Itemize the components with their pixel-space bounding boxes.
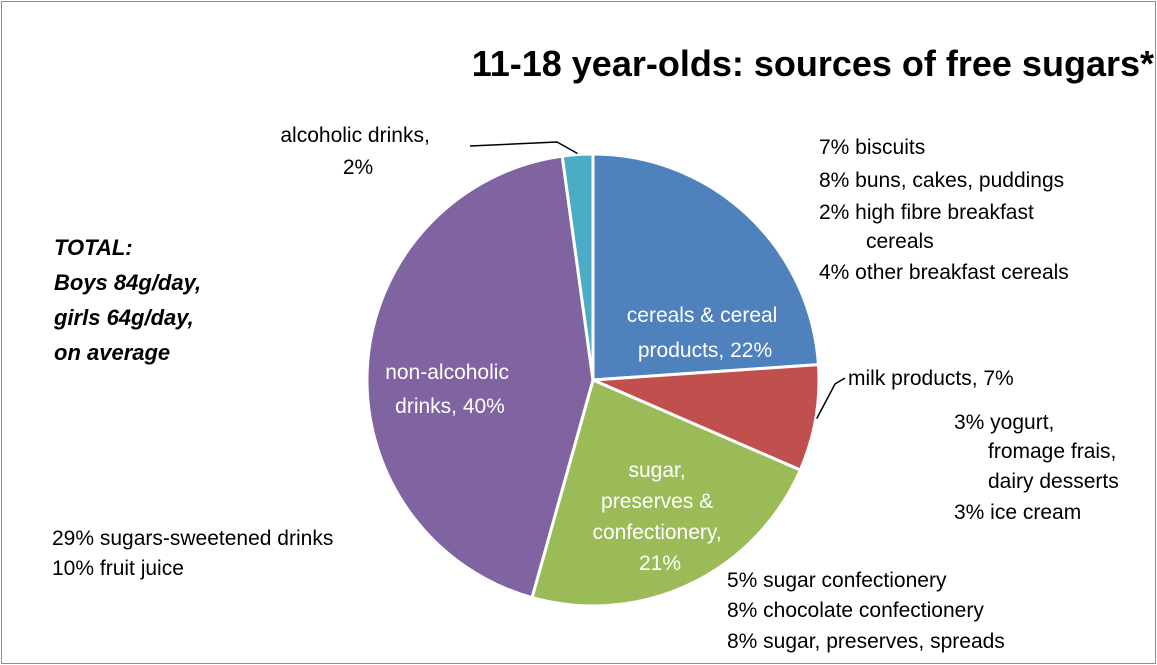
slice-label-cereals: cereals & cereal products, 22%: [627, 304, 783, 362]
slice-label-sugar-preserves: sugar, preserves & confectionery, 21%: [592, 459, 727, 575]
pie-slice-non-alcoholic-drinks: [365, 154, 595, 600]
pie-slice-milk-products: [592, 362, 821, 473]
breakdown-sugar-preserves: 5% sugar confectionery 8% chocolate conf…: [727, 569, 1005, 653]
breakdown-milk: 3% yogurt, fromage frais, dairy desserts…: [954, 411, 1125, 524]
leader-line-alcoholic: [469, 141, 578, 155]
leader-line-milk: [816, 377, 846, 419]
leader-lines: [469, 141, 846, 419]
breakdown-non-alcoholic: 29% sugars-sweetened drinks 10% fruit ju…: [52, 527, 339, 580]
pie-slice-alcoholic-drinks: [560, 152, 595, 381]
pie-slice-sugar-preserves-confectionery: [530, 377, 803, 608]
chart-title: 11-18 year-olds: sources of free sugars*: [472, 43, 1154, 84]
breakdown-cereals: 7% biscuits 8% buns, cakes, puddings 2% …: [819, 136, 1070, 284]
pie-slice-cereals-cereal-products: [591, 152, 821, 382]
pie-slices: [365, 152, 821, 608]
slice-label-alcoholic: alcoholic drinks, 2%: [280, 124, 435, 179]
slice-label-non-alcoholic: non-alcoholic drinks, 40%: [385, 361, 515, 418]
total-note: TOTAL: Boys 84g/day, girls 64g/day, on a…: [53, 235, 207, 365]
slice-label-milk: milk products, 7%: [848, 367, 1014, 390]
